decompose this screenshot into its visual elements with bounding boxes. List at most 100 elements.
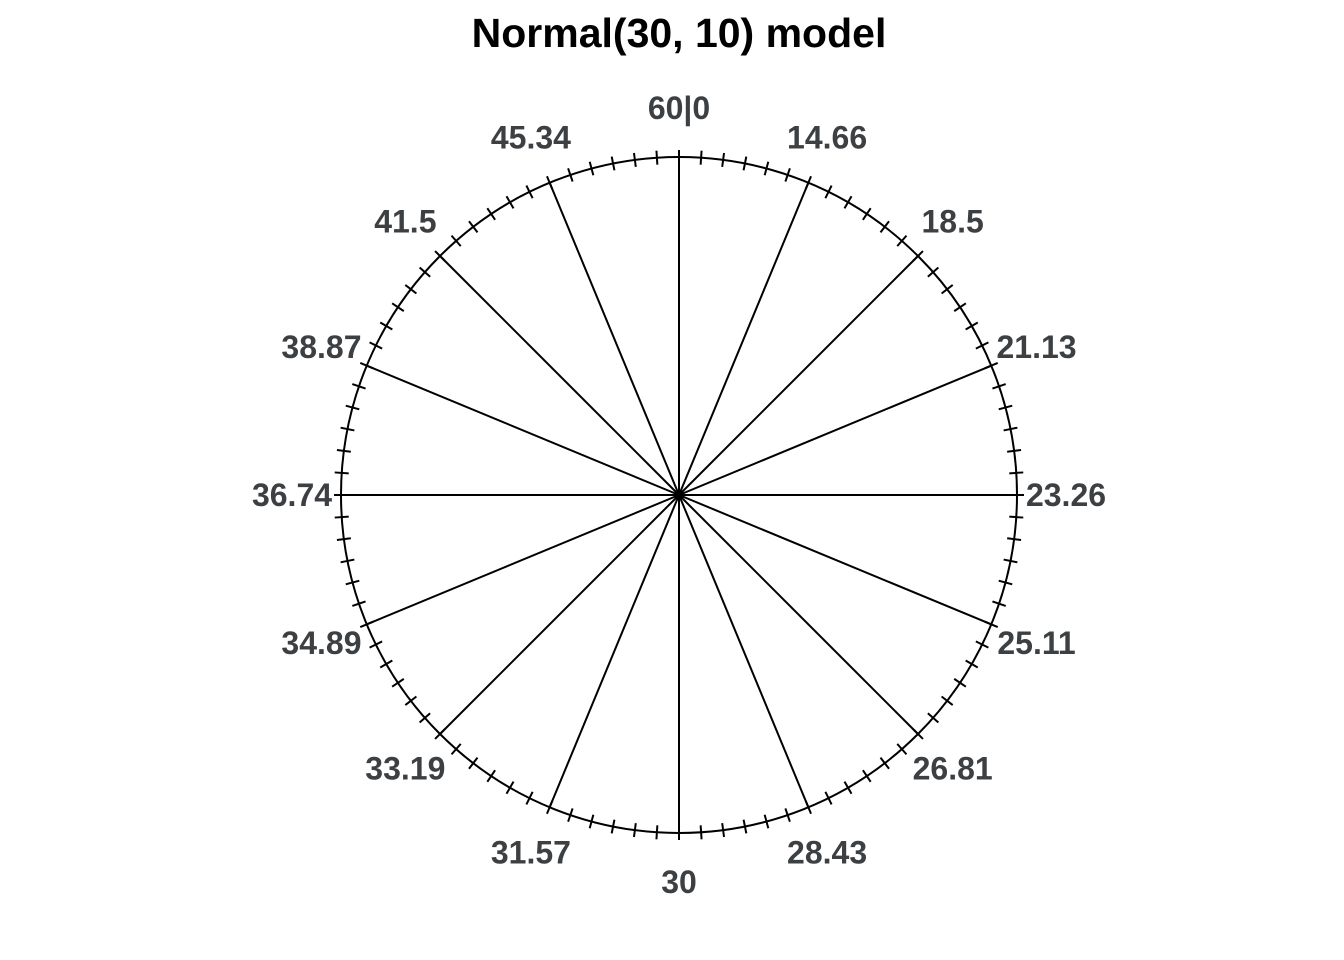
minor-tick xyxy=(486,769,496,783)
minor-tick xyxy=(391,302,405,312)
minor-tick xyxy=(351,383,366,390)
spoke-line xyxy=(678,364,992,496)
minor-tick xyxy=(588,161,595,176)
minor-tick xyxy=(450,743,462,756)
minor-tick xyxy=(1003,426,1018,432)
minor-tick xyxy=(763,161,770,176)
spoke-label: 31.57 xyxy=(491,835,571,871)
minor-tick xyxy=(1003,558,1018,564)
minor-tick xyxy=(379,321,393,331)
spoke-label: 14.66 xyxy=(787,119,867,155)
minor-tick xyxy=(567,808,574,823)
minor-tick xyxy=(992,600,1007,607)
minor-tick xyxy=(879,756,890,770)
minor-tick xyxy=(345,404,360,411)
minor-tick xyxy=(336,537,351,542)
minor-tick xyxy=(1009,515,1024,519)
spoke-label: 30 xyxy=(661,864,697,900)
minor-tick xyxy=(610,156,616,171)
spoke-label: 26.81 xyxy=(913,751,993,787)
minor-tick xyxy=(404,284,418,295)
minor-tick xyxy=(965,321,979,331)
minor-tick xyxy=(610,819,616,834)
minor-tick xyxy=(896,234,908,247)
spoke-line xyxy=(678,182,810,496)
minor-tick xyxy=(927,266,940,278)
minor-tick xyxy=(369,341,383,350)
minor-tick xyxy=(588,814,595,829)
spoke-line xyxy=(366,494,680,626)
minor-tick xyxy=(369,640,383,649)
minor-tick xyxy=(784,167,791,182)
minor-tick xyxy=(505,195,515,209)
spoke-label: 21.13 xyxy=(997,329,1077,365)
chart-title: Normal(30, 10) model xyxy=(471,10,887,56)
minor-tick xyxy=(486,207,496,221)
minor-tick xyxy=(940,695,954,706)
spoke-label: 18.5 xyxy=(922,203,984,239)
minor-tick xyxy=(1007,448,1022,453)
minor-tick xyxy=(992,383,1007,390)
spinner-wheel-group: 60|0 14.66 18.5 21.13 23.26 25.11 26.81 28.43 30… xyxy=(252,90,1106,900)
minor-tick xyxy=(336,448,351,453)
minor-tick xyxy=(862,769,872,783)
minor-tick xyxy=(953,302,967,312)
minor-tick xyxy=(1007,537,1022,542)
minor-tick xyxy=(418,266,431,278)
minor-tick xyxy=(699,825,703,840)
minor-tick xyxy=(525,791,534,805)
spoke-line xyxy=(439,494,680,735)
minor-tick xyxy=(998,579,1013,586)
minor-tick xyxy=(334,515,349,519)
minor-tick xyxy=(505,781,515,795)
minor-tick xyxy=(763,814,770,829)
minor-tick xyxy=(655,825,659,840)
spoke-label: 41.5 xyxy=(374,203,436,239)
spoke-label: 33.19 xyxy=(365,751,445,787)
minor-tick xyxy=(340,426,355,432)
minor-tick xyxy=(940,284,954,295)
minor-tick xyxy=(879,220,890,234)
spoke-line xyxy=(439,255,680,496)
minor-tick xyxy=(742,819,748,834)
spoke-line xyxy=(548,494,680,808)
minor-tick xyxy=(965,659,979,669)
minor-tick xyxy=(632,152,637,167)
spoke-line xyxy=(366,364,680,496)
minor-tick xyxy=(824,791,833,805)
minor-tick xyxy=(896,743,908,756)
minor-tick xyxy=(998,404,1013,411)
spoke-label: 45.34 xyxy=(491,119,571,155)
minor-tick xyxy=(632,823,637,838)
minor-tick xyxy=(742,156,748,171)
spoke-label: 28.43 xyxy=(787,835,867,871)
spoke-label: 23.26 xyxy=(1026,477,1106,513)
minor-tick xyxy=(721,152,726,167)
minor-tick xyxy=(784,808,791,823)
minor-tick xyxy=(927,712,940,724)
minor-tick xyxy=(404,695,418,706)
minor-tick xyxy=(525,185,534,199)
minor-tick xyxy=(862,207,872,221)
minor-tick xyxy=(418,712,431,724)
minor-tick xyxy=(953,678,967,688)
spoke-line xyxy=(548,182,680,496)
minor-tick xyxy=(1009,471,1024,475)
spoke-label: 60|0 xyxy=(648,90,710,126)
minor-tick xyxy=(340,558,355,564)
minor-tick xyxy=(391,678,405,688)
minor-tick xyxy=(975,640,989,649)
minor-tick xyxy=(345,579,360,586)
minor-tick xyxy=(843,195,853,209)
spoke-label: 38.87 xyxy=(281,329,361,365)
minor-tick xyxy=(655,150,659,165)
minor-tick xyxy=(721,823,726,838)
minor-tick xyxy=(334,471,349,475)
spoke-line xyxy=(678,494,992,626)
minor-tick xyxy=(379,659,393,669)
minor-tick xyxy=(567,167,574,182)
minor-tick xyxy=(450,234,462,247)
minor-tick xyxy=(843,781,853,795)
minor-tick xyxy=(468,756,479,770)
